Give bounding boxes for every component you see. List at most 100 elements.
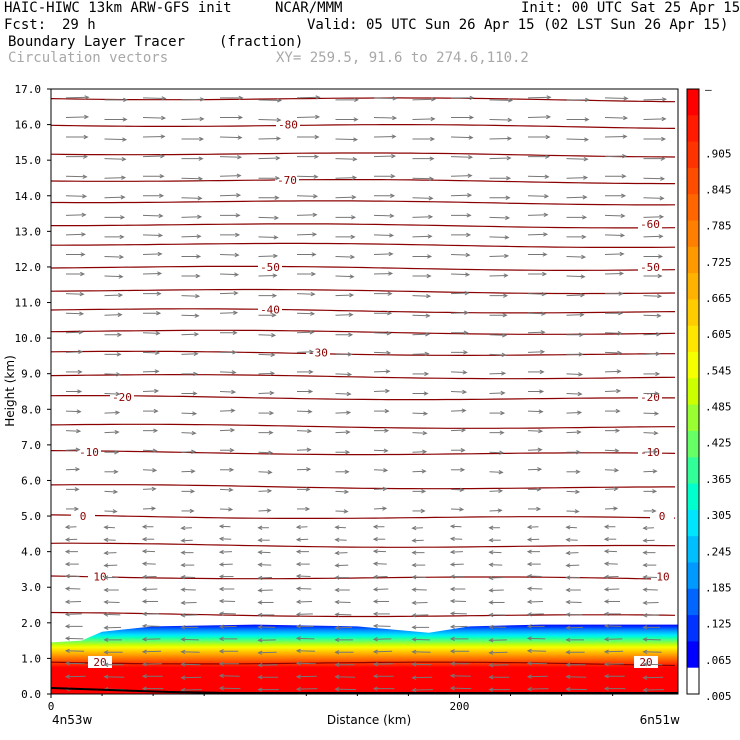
vector-arrow xyxy=(104,156,127,162)
vector-arrow xyxy=(605,428,621,433)
vector-arrow xyxy=(141,686,164,691)
contour-label-bg xyxy=(638,260,662,273)
vector-arrow xyxy=(527,349,546,355)
vector-arrow xyxy=(103,637,122,643)
x-left-endpoint: 4n53w xyxy=(52,713,93,727)
vector-arrow xyxy=(373,115,398,121)
vector-arrow xyxy=(219,389,237,395)
y-tick-label: 15.0 xyxy=(15,154,42,167)
vector-arrow xyxy=(181,449,197,454)
vector-arrow xyxy=(258,195,280,200)
xy-range: XY= 259.5, 91.6 to 274.6,110.2 xyxy=(276,50,529,66)
vector-arrow xyxy=(103,674,125,679)
contour-label: -40 xyxy=(260,304,280,317)
vector-arrow xyxy=(489,176,512,181)
contour-line xyxy=(51,514,676,519)
vector-arrow xyxy=(104,137,128,142)
vector-arrow xyxy=(257,662,278,668)
vector-arrow xyxy=(450,252,471,258)
colorbar-segment xyxy=(687,115,699,143)
vector-arrow xyxy=(526,686,549,692)
vector-arrow xyxy=(412,254,433,259)
vector-arrow xyxy=(258,430,274,435)
vector-arrow xyxy=(141,574,157,580)
vector-arrow xyxy=(142,331,161,336)
vector-arrow xyxy=(566,117,590,122)
vector-arrow xyxy=(180,550,194,555)
vector-arrow xyxy=(565,612,583,617)
vector-arrow xyxy=(103,550,117,556)
vector-arrow xyxy=(335,137,359,142)
y-tick-label: 17.0 xyxy=(15,83,42,96)
vector-arrow xyxy=(449,673,471,678)
contour-line xyxy=(51,542,676,548)
vector-arrow xyxy=(528,487,542,492)
vector-arrow xyxy=(643,391,660,396)
contour-line xyxy=(51,484,675,490)
vector-arrow xyxy=(64,586,81,591)
vector-arrow xyxy=(335,175,358,180)
contour-line xyxy=(51,179,675,185)
vector-arrow xyxy=(449,624,468,629)
vector-arrow xyxy=(526,561,541,567)
y-tick-label: 3.0 xyxy=(21,581,41,594)
vector-arrow xyxy=(141,661,162,667)
vector-arrow xyxy=(65,330,84,335)
vector-arrow xyxy=(104,195,126,200)
vector-arrow xyxy=(373,388,391,394)
vector-arrow xyxy=(411,687,433,693)
contour-line xyxy=(51,223,676,229)
vector-arrow xyxy=(566,372,584,377)
colorbar-label: .245 xyxy=(705,545,732,558)
vector-arrow xyxy=(412,234,433,239)
vector-arrow xyxy=(143,193,165,198)
colorbar-label: .485 xyxy=(705,401,732,414)
vector-arrow xyxy=(103,575,119,580)
vector-arrow xyxy=(334,637,353,643)
vector-arrow xyxy=(528,134,551,140)
x-axis-label: Distance (km) xyxy=(327,713,411,727)
vector-arrow xyxy=(566,410,583,415)
contour-label: -80 xyxy=(278,119,298,132)
vector-arrow xyxy=(65,409,82,414)
vector-arrow xyxy=(526,524,539,530)
vector-arrow xyxy=(258,176,281,181)
vector-arrow xyxy=(372,537,386,542)
vector-arrow xyxy=(489,371,507,376)
vector-arrow xyxy=(411,575,427,580)
vector-arrow xyxy=(604,331,623,336)
vector-arrow xyxy=(489,470,504,475)
colorbar-label: .125 xyxy=(705,618,732,631)
vector-arrow xyxy=(412,97,437,102)
plot-frame xyxy=(50,88,679,695)
vector-arrow xyxy=(374,193,396,198)
vector-arrow xyxy=(489,390,506,396)
vector-arrow xyxy=(141,549,156,554)
vector-arrow xyxy=(104,410,121,415)
valid-time: Valid: 05 UTC Sun 26 Apr 15 (02 LST Sun … xyxy=(307,17,729,33)
vector-arrow xyxy=(334,662,355,667)
vector-arrow xyxy=(180,538,193,543)
vector-arrow xyxy=(295,524,308,530)
vector-arrow xyxy=(565,525,577,530)
vector-arrow xyxy=(103,525,115,530)
vector-arrow xyxy=(295,674,317,679)
vector-arrow xyxy=(64,661,85,666)
vector-arrow xyxy=(643,176,666,181)
vector-arrow xyxy=(526,599,544,605)
vector-arrow xyxy=(604,388,622,394)
y-tick-label: 10.0 xyxy=(15,332,42,345)
contour-label-bg xyxy=(258,303,282,316)
contour-label: 10 xyxy=(93,571,106,584)
vector-arrow xyxy=(411,538,424,543)
vector-arrow xyxy=(488,550,502,555)
vector-arrow xyxy=(451,467,466,472)
vector-arrow xyxy=(449,586,466,592)
vector-arrow xyxy=(334,687,356,692)
vector-arrow xyxy=(181,234,202,239)
vector-arrow xyxy=(218,673,240,678)
contour-line xyxy=(51,395,675,401)
vector-arrow xyxy=(450,193,473,198)
vector-arrow xyxy=(335,372,353,377)
vector-arrow xyxy=(64,524,77,530)
